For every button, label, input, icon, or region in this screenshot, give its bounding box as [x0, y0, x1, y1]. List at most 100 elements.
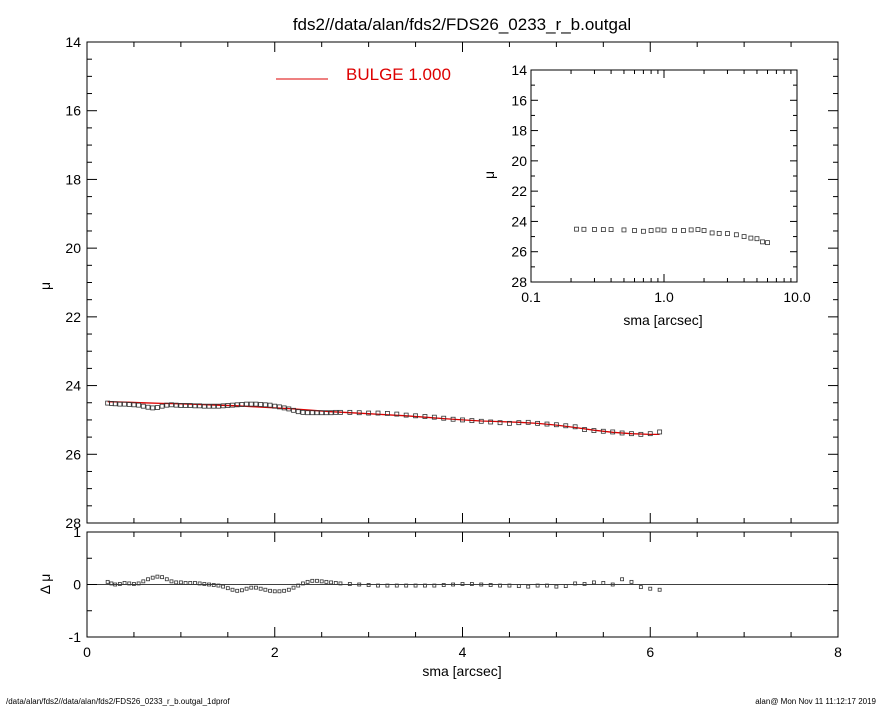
residual-point [535, 583, 540, 588]
inset-y-tick-label: 24 [511, 213, 527, 229]
residual-point [197, 581, 202, 586]
data-point [117, 401, 123, 407]
inset-data-point [632, 228, 637, 233]
main-y-tick-label: 24 [65, 378, 81, 394]
main-y-tick-label: 14 [65, 34, 81, 50]
data-point [553, 422, 559, 428]
legend: BULGE 1.000 [276, 65, 451, 84]
residual-point [291, 585, 296, 590]
inset-data-point [754, 236, 760, 242]
data-point [319, 410, 325, 416]
residual-point [629, 579, 634, 584]
residual-point [329, 580, 333, 585]
data-point [244, 401, 249, 407]
inset-y-tick-label: 22 [511, 183, 527, 199]
residual-point [423, 583, 427, 588]
data-point [516, 420, 522, 426]
data-point [647, 431, 653, 437]
data-point [150, 405, 156, 411]
residual-point [202, 582, 207, 586]
residual-point [155, 574, 160, 579]
residual-point [479, 582, 484, 587]
data-point [600, 428, 606, 434]
main-data-points [105, 400, 663, 437]
inset-data-point [592, 227, 597, 232]
x-tick-label: 6 [646, 644, 654, 660]
data-point [403, 412, 409, 418]
data-point [201, 403, 207, 409]
data-point [164, 402, 170, 408]
residual-point [610, 582, 615, 587]
inset-data-point [640, 228, 646, 234]
data-point [323, 410, 329, 416]
data-point [384, 411, 390, 416]
data-point [187, 403, 193, 408]
residual-point [244, 586, 249, 591]
data-point [159, 403, 165, 409]
residual-point [207, 582, 211, 587]
residual-point [385, 583, 390, 588]
residual-y-tick-label: -1 [69, 629, 82, 645]
data-point [582, 427, 587, 432]
residual-point [188, 581, 193, 585]
residual-point [230, 587, 235, 592]
data-point [309, 410, 315, 416]
inset-data-point [574, 226, 579, 232]
data-point [112, 401, 118, 407]
inset-y-tick-label: 26 [511, 244, 527, 260]
data-point [253, 401, 259, 407]
inset-data-points [574, 226, 770, 246]
inset-y-tick-label: 18 [511, 123, 527, 139]
data-point [591, 428, 597, 433]
residual-point [301, 581, 305, 586]
data-point [131, 402, 137, 408]
inset-x-tick-label: 0.1 [521, 289, 541, 305]
inset-plot-axes: 0.1 1.0 10.0 14 16 18 20 22 24 26 28 [511, 62, 810, 305]
data-point [267, 402, 273, 408]
data-point [469, 418, 475, 424]
data-point [178, 403, 184, 408]
legend-label-bulge: BULGE 1.000 [346, 65, 451, 84]
inset-data-point [733, 232, 739, 238]
data-point [610, 429, 616, 435]
residual-point [225, 586, 230, 591]
inset-data-point [681, 228, 686, 233]
residual-y-tick-label: 0 [73, 577, 81, 593]
residual-point [254, 585, 258, 590]
residual-point [526, 584, 531, 589]
inset-data-point [672, 227, 677, 233]
residual-y-tick-label: 1 [73, 524, 81, 540]
data-point [525, 419, 531, 425]
data-point [413, 413, 418, 419]
residual-point [136, 581, 141, 586]
data-point [277, 404, 282, 410]
main-y-tick-label: 28 [65, 515, 81, 531]
data-point [657, 429, 663, 435]
x-tick-label: 4 [459, 644, 467, 660]
inset-y-tick-label: 14 [511, 62, 527, 78]
residual-point [169, 579, 174, 584]
data-point [220, 403, 226, 409]
data-point [563, 423, 569, 429]
inset-y-tick-label: 28 [511, 274, 527, 290]
data-point [183, 403, 188, 408]
residual-point [432, 583, 437, 588]
residual-point [573, 581, 578, 586]
inset-data-point [621, 227, 627, 233]
data-point [478, 418, 484, 424]
residual-point [117, 582, 122, 586]
data-point [197, 403, 203, 409]
data-point [155, 405, 160, 410]
residual-point [507, 583, 512, 588]
inset-data-point [608, 227, 614, 233]
residual-point [498, 583, 502, 588]
inset-data-point [725, 231, 730, 236]
residual-point [404, 583, 409, 588]
data-point [136, 402, 142, 408]
data-point [450, 416, 456, 422]
data-point [211, 403, 217, 409]
data-point [375, 410, 381, 416]
data-point [535, 420, 540, 426]
data-point [431, 414, 437, 420]
